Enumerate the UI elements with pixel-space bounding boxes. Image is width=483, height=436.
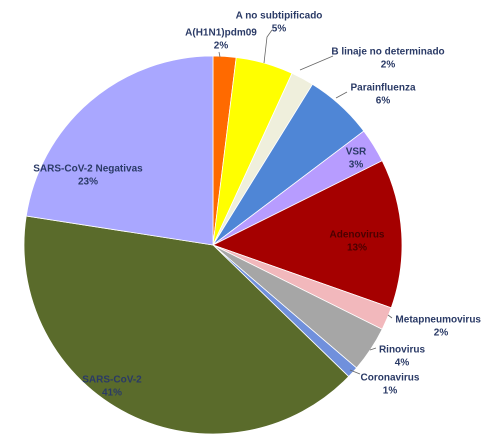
slice-value-label: 13% (347, 243, 367, 254)
pie-slice (211, 160, 403, 309)
pie-slice (25, 55, 214, 246)
slice-label: Rinovirus (379, 345, 426, 356)
slice-value-label: 41% (102, 388, 122, 399)
slice-value-label: 3% (349, 160, 364, 171)
leader-line (335, 91, 348, 99)
leader-line (263, 29, 273, 64)
slice-label: SARS-CoV-2 (82, 375, 142, 386)
slice-value-label: 4% (395, 358, 410, 369)
leader-lines (218, 29, 393, 375)
pie-slice (23, 215, 350, 435)
slice-value-label: 5% (272, 24, 287, 35)
slice-label: A(H1N1)pdm09 (185, 28, 257, 39)
leader-line (218, 51, 221, 58)
slice-value-label: 2% (434, 328, 449, 339)
leader-line (299, 55, 334, 71)
slice-label: Adenovirus (329, 230, 384, 241)
slices (23, 55, 403, 435)
leader-line (387, 314, 393, 319)
slice-value-label: 2% (381, 60, 396, 71)
slice-label: Coronavirus (361, 373, 420, 384)
leader-line (369, 347, 377, 351)
slice-label: VSR (346, 147, 367, 158)
slice-value-label: 2% (214, 41, 229, 52)
slice-label: Metapneumovirus (395, 315, 481, 326)
slice-label: Parainfluenza (350, 83, 415, 94)
slice-value-label: 23% (78, 177, 98, 188)
slice-label: A no subtipificado (236, 11, 323, 22)
slice-value-label: 1% (383, 386, 398, 397)
leader-line (349, 369, 361, 375)
slice-label: SARS-CoV-2 Negativas (33, 164, 143, 175)
slice-label: B linaje no determinado (331, 47, 444, 58)
slice-value-label: 6% (376, 96, 391, 107)
